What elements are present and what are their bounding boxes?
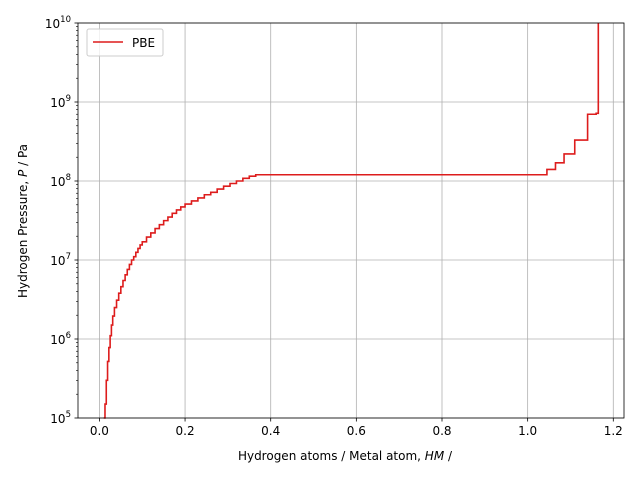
x-axis-ticks: 0.0 0.2 0.4 0.6 0.8 1.0 1.2 (90, 418, 623, 438)
legend-label-pbe: PBE (132, 36, 155, 50)
y-tick-label: 109 (50, 94, 71, 110)
grid-lines (78, 22, 624, 419)
x-tick-label: 0.2 (176, 424, 195, 438)
x-tick-label: 1.2 (604, 424, 623, 438)
x-tick-label: 0.6 (347, 424, 366, 438)
y-tick-label: 108 (50, 173, 71, 189)
y-tick-label: 105 (50, 410, 71, 426)
y-tick-label: 106 (50, 331, 71, 347)
legend: PBE (86, 28, 164, 57)
y-axis-label: Hydrogen Pressure, P / Pa (16, 144, 30, 298)
x-tick-label: 1.0 (518, 424, 537, 438)
y-axis-ticks: 105 106 107 108 109 1010 (45, 15, 78, 426)
x-tick-label: 0.4 (261, 424, 280, 438)
plot-frame (77, 22, 625, 419)
x-tick-label: 0.0 (90, 424, 109, 438)
x-axis-label: Hydrogen atoms / Metal atom, HM / (238, 449, 453, 463)
series-layer (103, 23, 600, 419)
x-tick-label: 0.8 (432, 424, 451, 438)
legend-box (86, 28, 164, 57)
series-line-pbe (103, 23, 600, 419)
y-tick-label: 1010 (45, 15, 71, 31)
y-tick-label: 107 (50, 252, 71, 268)
